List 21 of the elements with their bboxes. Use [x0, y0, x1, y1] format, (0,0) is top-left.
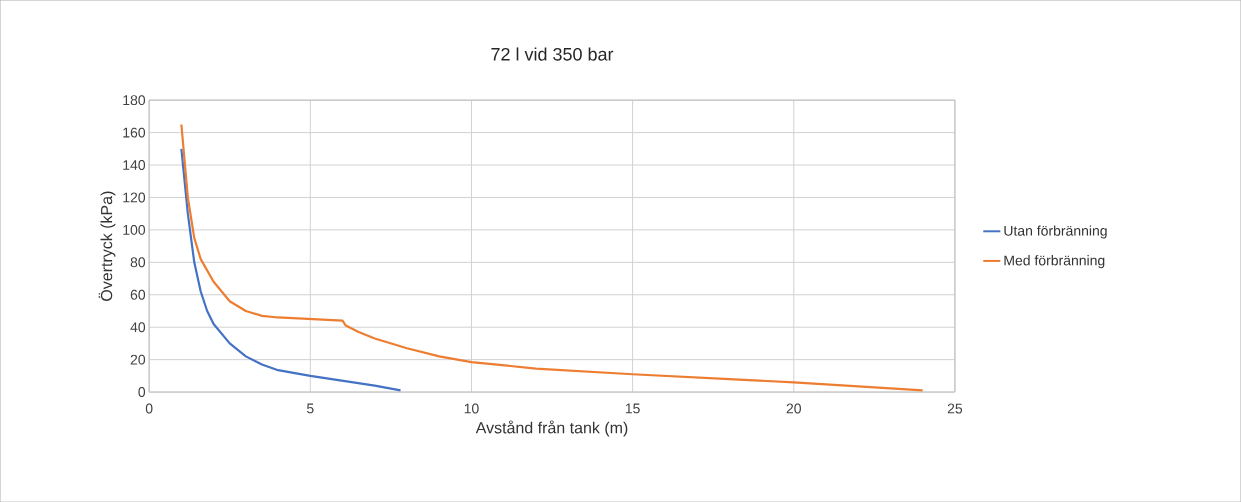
legend-label: Utan förbränning [1004, 225, 1107, 239]
y-tick-label: 100 [123, 224, 146, 235]
x-tick-label: 25 [947, 403, 963, 414]
x-tick-label: 5 [306, 403, 314, 414]
y-tick-label: 60 [130, 289, 146, 300]
x-tick-label: 15 [625, 403, 640, 414]
x-tick-label: 10 [464, 403, 479, 414]
y-tick-label: 80 [130, 257, 146, 268]
y-tick-label: 160 [123, 127, 146, 138]
legend-label: Med förbränning [1004, 255, 1105, 269]
y-tick-label: 180 [123, 95, 146, 106]
chart-title: 72 l vid 350 bar [491, 47, 614, 61]
x-axis-title: Avstånd från tank (m) [475, 420, 628, 437]
y-tick-label: 20 [130, 354, 146, 365]
y-tick-label: 120 [123, 192, 146, 203]
y-tick-label: 0 [138, 386, 146, 397]
x-tick-label: 0 [145, 403, 153, 414]
y-axis-title: Övertryck (kPa) [98, 191, 116, 301]
x-tick-label: 20 [786, 403, 801, 414]
y-tick-label: 40 [130, 322, 146, 333]
y-tick-label: 140 [123, 159, 146, 170]
